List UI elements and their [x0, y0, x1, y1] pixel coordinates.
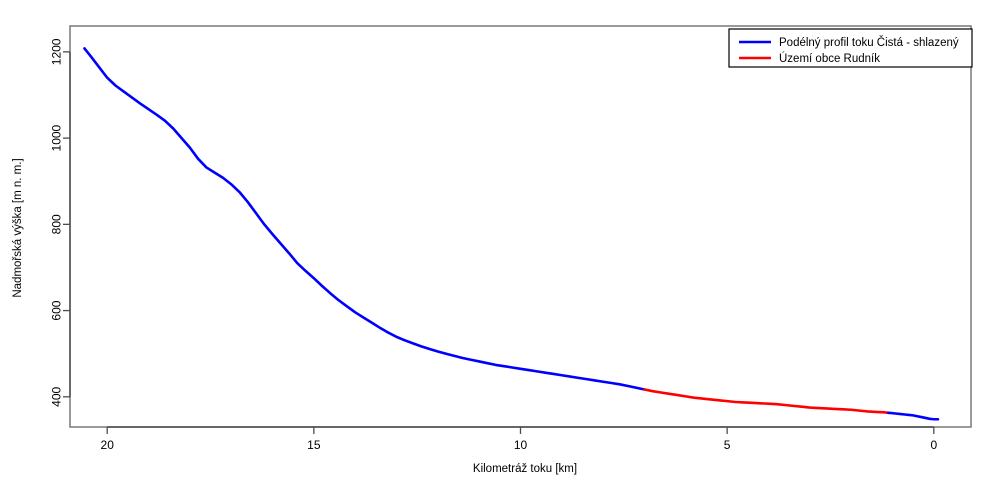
data-series-group — [83, 47, 940, 421]
x-tick-label: 5 — [724, 438, 731, 452]
x-axis: 20 15 10 5 0 — [101, 426, 937, 452]
y-axis-title: Nadmořská výška [m n. m.] — [12, 158, 24, 297]
x-tick-label: 0 — [930, 438, 937, 452]
y-tick-label: 1000 — [49, 124, 63, 151]
y-tick-label: 400 — [49, 386, 63, 406]
y-tick-label: 800 — [49, 214, 63, 234]
legend-box — [728, 28, 973, 68]
series-line — [643, 388, 890, 415]
y-tick-label: 1200 — [49, 38, 63, 65]
x-axis-title: Kilometráž toku [km] — [473, 463, 577, 475]
legend-label: Území obce Rudník — [779, 52, 880, 65]
y-axis: 400 600 800 1000 1200 — [49, 38, 71, 407]
x-tick-label: 15 — [307, 438, 321, 452]
series-line — [83, 47, 646, 391]
x-tick-label: 20 — [101, 438, 115, 452]
y-tick-label: 600 — [49, 300, 63, 320]
x-tick-label: 10 — [514, 438, 528, 452]
chart-legend: Podélný profil toku Čistá - shlazený Územ… — [728, 28, 973, 68]
series-line — [887, 411, 940, 421]
legend-label: Podélný profil toku Čistá - shlazený — [779, 36, 959, 49]
